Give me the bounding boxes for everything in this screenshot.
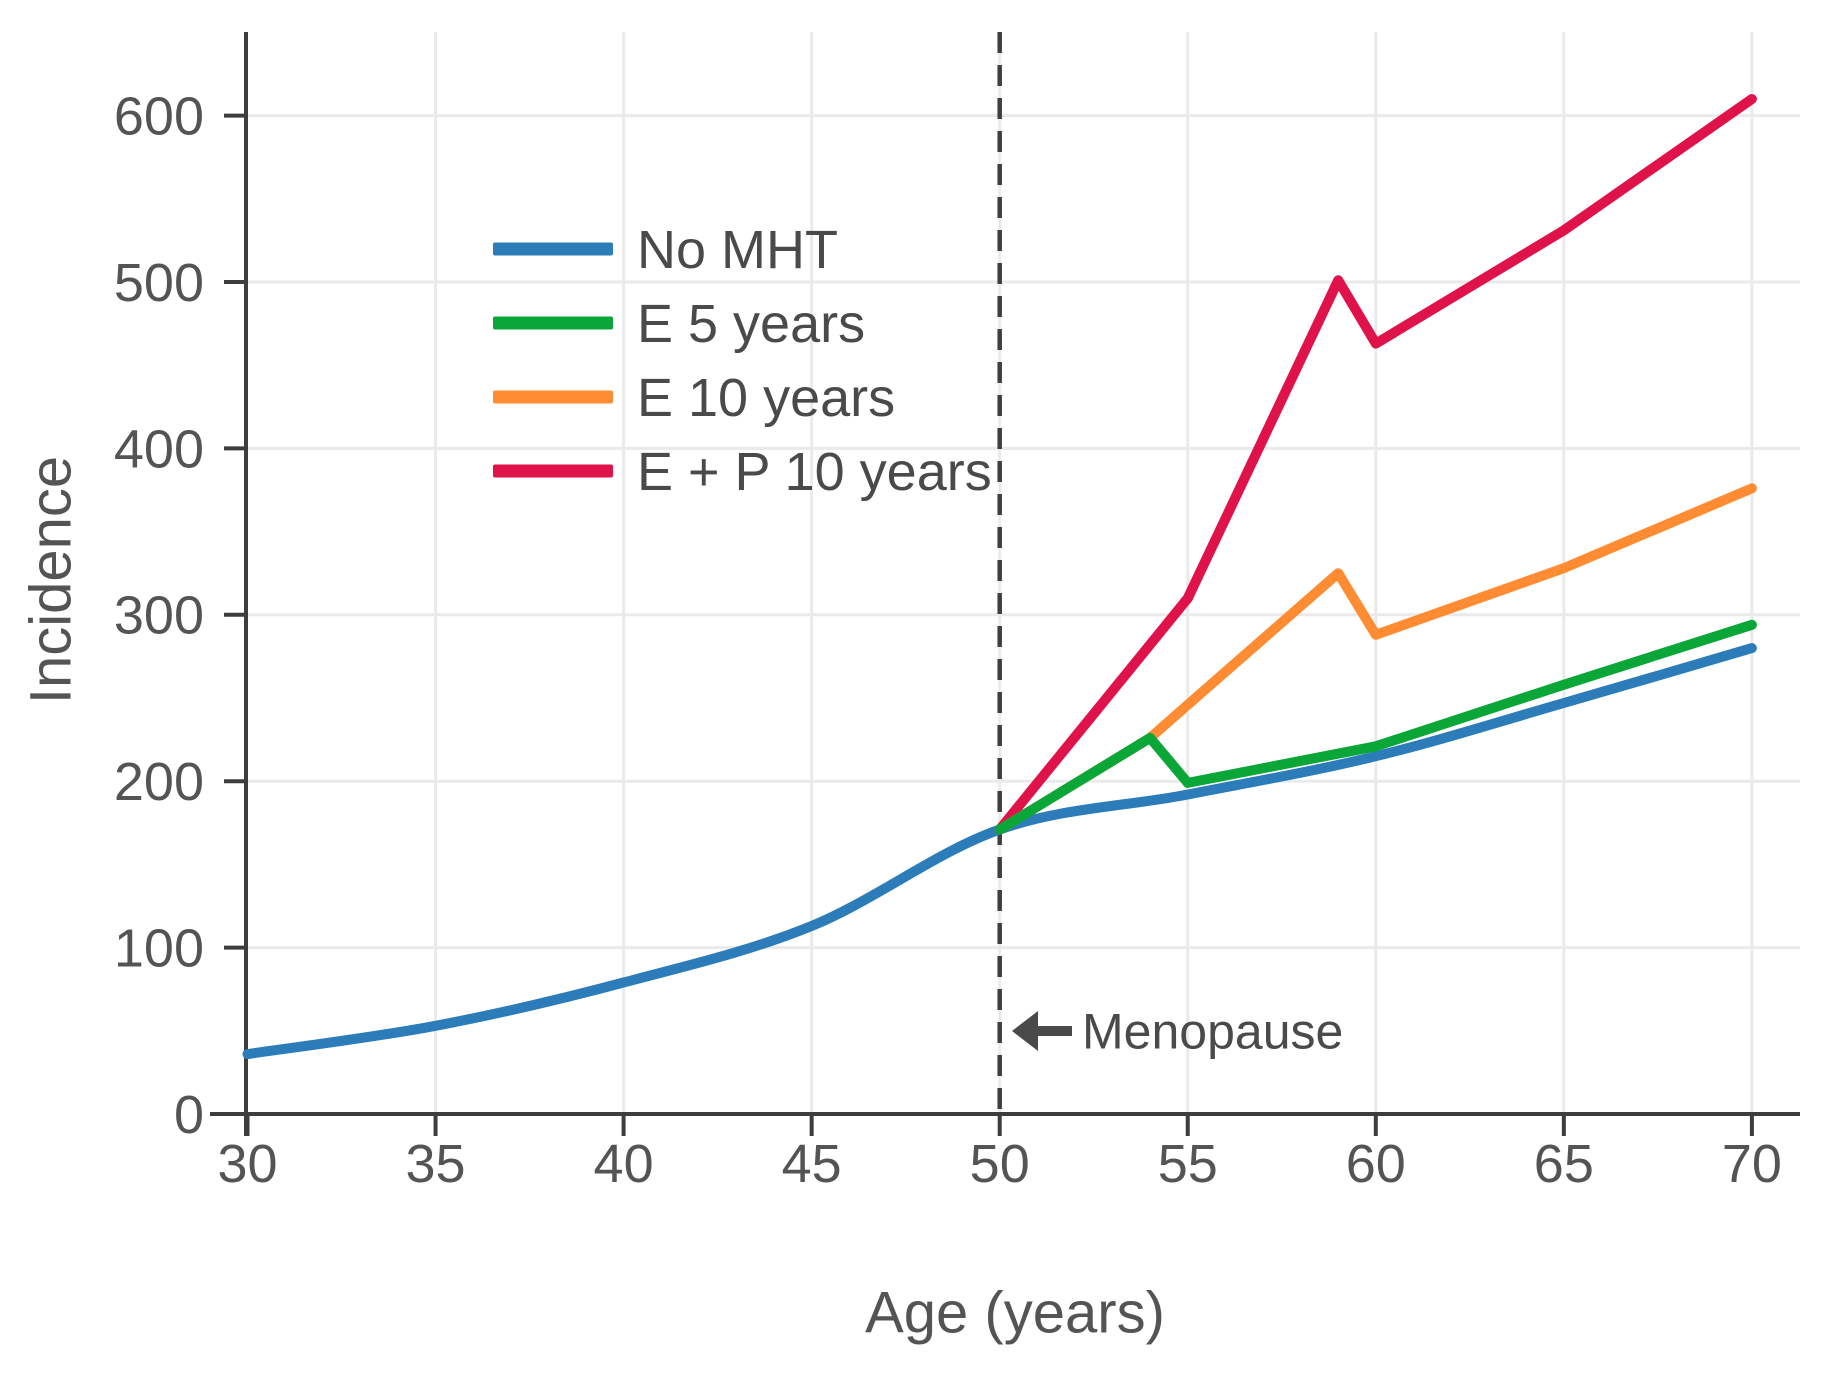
x-tick-label: 45: [782, 1134, 842, 1194]
y-tick-label: 300: [114, 586, 204, 646]
y-tick-label: 400: [114, 419, 204, 479]
y-axis-title: Incidence: [18, 456, 83, 704]
menopause-label: Menopause: [1082, 1004, 1343, 1060]
annotation-layer: Menopause: [1012, 1004, 1343, 1060]
x-tick-label: 30: [217, 1134, 277, 1194]
series-line-e-p-10-years: [994, 94, 1757, 835]
y-tick-label: 600: [114, 87, 204, 147]
legend-swatch-e-5-years: [493, 316, 613, 330]
y-tick-label: 500: [114, 253, 204, 313]
grid-layer: [246, 32, 1800, 1114]
x-tick-label: 55: [1158, 1134, 1218, 1194]
legend-swatch-no-mht: [493, 242, 613, 256]
legend-swatch-e-10-years: [493, 390, 613, 404]
y-tick-label: 100: [114, 919, 204, 979]
axis-titles: Age (years) Incidence: [18, 456, 1165, 1345]
y-tick-label: 0: [174, 1085, 204, 1145]
series-line-e-5-years: [994, 619, 1757, 835]
x-tick-label: 40: [594, 1134, 654, 1194]
series-layer: [242, 94, 1757, 1060]
x-tick-label: 65: [1534, 1134, 1594, 1194]
x-tick-label: 50: [970, 1134, 1030, 1194]
legend-label-e-10-years: E 10 years: [637, 368, 895, 428]
axis-layer: 30 35 40 45 50 55 60 65 70 0 100 200 300 400 500 600: [114, 32, 1800, 1194]
x-tick-label: 70: [1722, 1134, 1782, 1194]
x-tick-label: 35: [406, 1134, 466, 1194]
left-arrow-icon: [1012, 1011, 1072, 1051]
legend-swatch-e-p-10-years: [493, 464, 613, 478]
legend-label-e-5-years: E 5 years: [637, 294, 865, 354]
y-tick-label: 200: [114, 752, 204, 812]
x-tick-label: 60: [1346, 1134, 1406, 1194]
x-axis-title: Age (years): [865, 1280, 1165, 1345]
legend: No MHT E 5 years E 10 years E + P 10 years: [493, 220, 992, 502]
legend-label-e-p-10-years: E + P 10 years: [637, 442, 992, 502]
legend-label-no-mht: No MHT: [637, 220, 838, 280]
